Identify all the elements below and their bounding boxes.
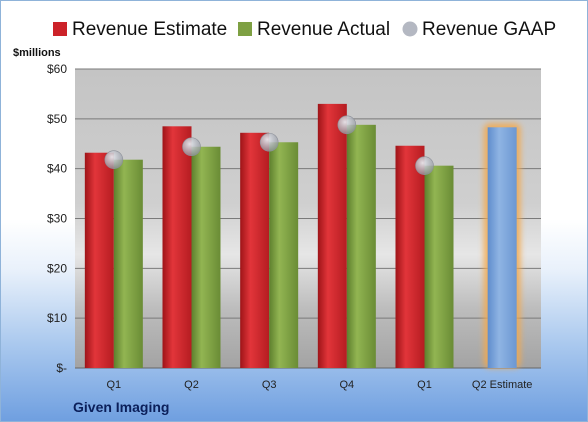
bar-revenue-actual bbox=[191, 146, 221, 368]
gaap-markers bbox=[104, 115, 434, 175]
gaap-marker bbox=[415, 156, 434, 175]
x-tick-label: Q2 Estimate bbox=[472, 379, 533, 391]
x-axis-labels: Q1 Q2 Q3 Q4 Q1 Q2 Estimate bbox=[106, 379, 532, 391]
bar-revenue-actual bbox=[269, 142, 299, 368]
x-tick-label: Q2 bbox=[184, 379, 199, 391]
bar-revenue-actual bbox=[424, 165, 454, 368]
legend-swatch-gaap bbox=[402, 21, 418, 37]
gridlines bbox=[75, 68, 541, 369]
y-tick-label: $60 bbox=[47, 62, 67, 76]
x-tick-label: Q1 bbox=[106, 379, 121, 391]
legend-swatch-actual bbox=[238, 22, 252, 36]
bar-revenue-estimate bbox=[84, 152, 114, 368]
legend-label-estimate: Revenue Estimate bbox=[72, 19, 227, 40]
legend-label-gaap: Revenue GAAP bbox=[422, 19, 556, 40]
bar-revenue-estimate bbox=[162, 126, 192, 368]
legend-label-actual: Revenue Actual bbox=[257, 19, 390, 40]
bar-revenue-estimate bbox=[317, 103, 347, 368]
bar-revenue-estimate-q2 bbox=[487, 127, 517, 369]
gaap-marker bbox=[337, 115, 357, 135]
legend-item-gaap: Revenue GAAP bbox=[402, 19, 556, 40]
y-tick-label: $10 bbox=[47, 311, 67, 325]
x-tick-label: Q1 bbox=[417, 379, 432, 391]
legend-item-actual: Revenue Actual bbox=[238, 19, 390, 40]
y-tick-label: $30 bbox=[47, 212, 67, 226]
legend: Revenue Estimate Revenue Actual Revenue … bbox=[53, 19, 556, 40]
bar-revenue-estimate bbox=[240, 132, 270, 368]
y-tick-label: $20 bbox=[47, 261, 67, 275]
gaap-marker bbox=[182, 137, 201, 157]
bars bbox=[84, 103, 521, 369]
bar-revenue-actual bbox=[346, 124, 376, 369]
y-axis-unit-label: $millions bbox=[13, 47, 61, 59]
y-tick-label: $40 bbox=[47, 162, 67, 176]
bar-revenue-estimate bbox=[395, 145, 425, 368]
x-tick-label: Q4 bbox=[339, 379, 354, 391]
gaap-marker bbox=[104, 150, 124, 169]
y-tick-label: $50 bbox=[47, 112, 67, 126]
bar-revenue-actual bbox=[113, 159, 143, 368]
legend-swatch-estimate bbox=[53, 22, 67, 36]
gaap-marker bbox=[259, 132, 279, 152]
y-axis-ticks: $- $10 $20 $30 $40 $50 $60 bbox=[47, 62, 67, 375]
company-name: Given Imaging bbox=[73, 399, 170, 415]
legend-item-estimate: Revenue Estimate bbox=[53, 19, 227, 40]
y-tick-label: $- bbox=[56, 361, 67, 375]
x-tick-label: Q3 bbox=[262, 379, 277, 391]
